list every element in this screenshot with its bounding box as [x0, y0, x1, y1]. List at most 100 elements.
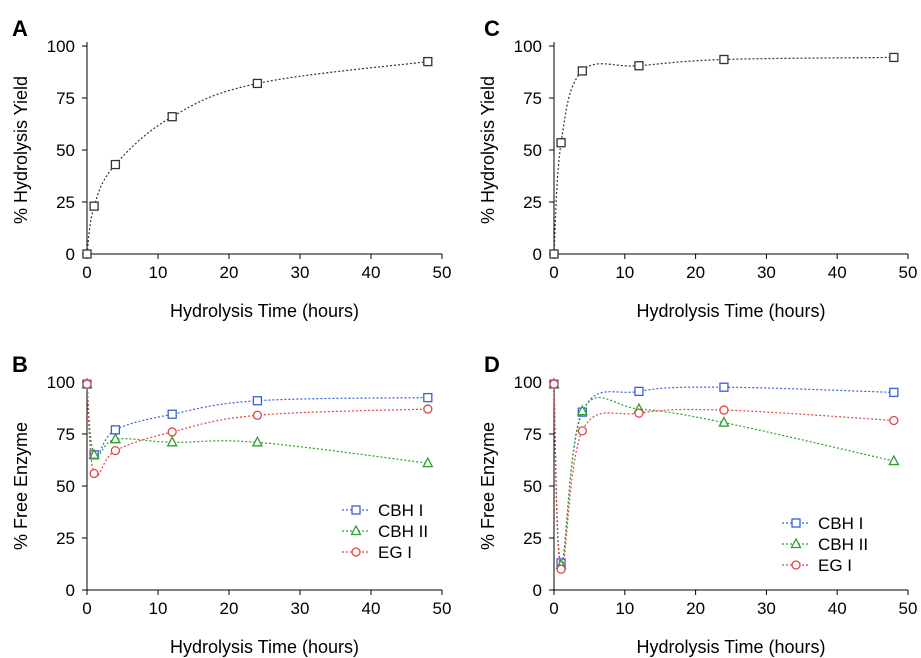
data-point	[556, 138, 566, 148]
series-group	[549, 379, 899, 574]
data-point	[719, 54, 729, 65]
y-tick-label: 75	[56, 425, 75, 444]
data-point	[110, 445, 121, 456]
y-tick-label: 100	[514, 373, 542, 392]
data-point	[634, 408, 644, 418]
data-point	[252, 396, 263, 406]
legend-marker	[791, 560, 801, 570]
series-line	[86, 384, 428, 464]
data-point	[423, 404, 433, 414]
x-axis-label: Hydrolysis Time (hours)	[636, 301, 825, 321]
x-tick-label: 50	[899, 263, 918, 282]
y-tick-label: 0	[533, 245, 542, 264]
data-point	[423, 392, 433, 403]
x-tick-label: 40	[362, 263, 381, 282]
data-point	[888, 454, 900, 466]
legend-label: EG I	[818, 556, 852, 575]
x-tick-label: 20	[220, 263, 239, 282]
data-point	[634, 61, 644, 71]
legend-label: CBH II	[818, 535, 868, 554]
y-tick-label: 75	[523, 89, 542, 108]
data-point	[549, 379, 559, 389]
x-axis-label: Hydrolysis Time (hours)	[636, 637, 825, 657]
data-point	[889, 387, 899, 398]
y-axis-label: % Free Enzyme	[478, 422, 498, 550]
y-tick-label: 0	[66, 245, 75, 264]
data-point	[82, 249, 92, 259]
y-tick-label: 75	[56, 89, 75, 108]
data-point	[166, 435, 178, 447]
x-tick-label: 50	[433, 263, 452, 282]
x-tick-label: 50	[433, 599, 452, 618]
x-tick-label: 0	[82, 263, 91, 282]
y-axis-label: % Hydrolysis Yield	[11, 76, 31, 224]
data-point	[252, 410, 263, 420]
legend: CBH I CBH II EG I	[782, 514, 868, 575]
data-point	[167, 409, 177, 419]
panel-d: D 0 25 50 75 100 0 10 20 30 40 50 Hydrolysis Time (h…	[478, 352, 917, 657]
x-tick-label: 30	[757, 599, 776, 618]
data-point	[167, 427, 177, 437]
data-point	[89, 468, 99, 479]
panel-letter: D	[484, 352, 500, 377]
legend-marker	[350, 524, 362, 536]
y-tick-label: 50	[56, 141, 75, 160]
data-point	[110, 159, 121, 170]
y-tick-label: 25	[56, 193, 75, 212]
panel-a: A 0 25 50 75 100 0 10 20 30 40 50 Hydrolysis Time (h…	[11, 16, 451, 321]
x-tick-label: 40	[362, 599, 381, 618]
y-tick-label: 25	[523, 529, 542, 548]
legend-marker	[791, 518, 801, 528]
y-tick-label: 100	[47, 373, 75, 392]
y-tick-label: 25	[523, 193, 542, 212]
series-line	[86, 61, 428, 255]
panel-letter: A	[12, 16, 28, 41]
y-tick-label: 50	[56, 477, 75, 496]
x-tick-label: 50	[899, 599, 918, 618]
series-line	[86, 384, 428, 477]
legend-marker	[790, 537, 802, 549]
y-tick-label: 0	[66, 581, 75, 600]
x-tick-label: 30	[291, 599, 310, 618]
series-line	[553, 384, 894, 570]
legend-marker	[351, 505, 361, 515]
data-point	[167, 112, 177, 122]
x-tick-label: 10	[149, 599, 168, 618]
series-group	[82, 379, 433, 479]
x-tick-label: 10	[149, 263, 168, 282]
y-tick-label: 100	[514, 37, 542, 56]
panel-letter: C	[484, 16, 500, 41]
x-tick-label: 20	[686, 263, 705, 282]
x-tick-label: 10	[615, 599, 634, 618]
legend: CBH I CBH II EG I	[342, 501, 428, 562]
data-point	[549, 249, 559, 259]
data-point	[109, 432, 121, 444]
y-tick-label: 75	[523, 425, 542, 444]
series-group	[82, 56, 433, 259]
panel-letter: B	[12, 352, 28, 377]
y-tick-label: 100	[47, 37, 75, 56]
x-tick-label: 0	[549, 263, 558, 282]
data-point	[82, 379, 92, 389]
legend-label: EG I	[378, 543, 412, 562]
x-tick-label: 0	[549, 599, 558, 618]
data-point	[719, 382, 729, 392]
data-point	[577, 66, 587, 76]
y-tick-label: 50	[523, 141, 542, 160]
x-axis-label: Hydrolysis Time (hours)	[170, 637, 359, 657]
x-tick-label: 20	[686, 599, 705, 618]
data-point	[889, 52, 899, 63]
y-tick-label: 50	[523, 477, 542, 496]
panel-c: C 0 25 50 75 100 0 10 20 30 40 50 Hydrolysis Time (h…	[478, 16, 917, 321]
x-tick-label: 20	[220, 599, 239, 618]
x-tick-label: 40	[828, 599, 847, 618]
legend-label: CBH I	[378, 501, 423, 520]
legend-label: CBH I	[818, 514, 863, 533]
data-point	[889, 415, 899, 426]
x-tick-label: 10	[615, 263, 634, 282]
data-point	[252, 78, 263, 89]
x-tick-label: 30	[757, 263, 776, 282]
data-point	[718, 416, 730, 427]
y-tick-label: 25	[56, 529, 75, 548]
